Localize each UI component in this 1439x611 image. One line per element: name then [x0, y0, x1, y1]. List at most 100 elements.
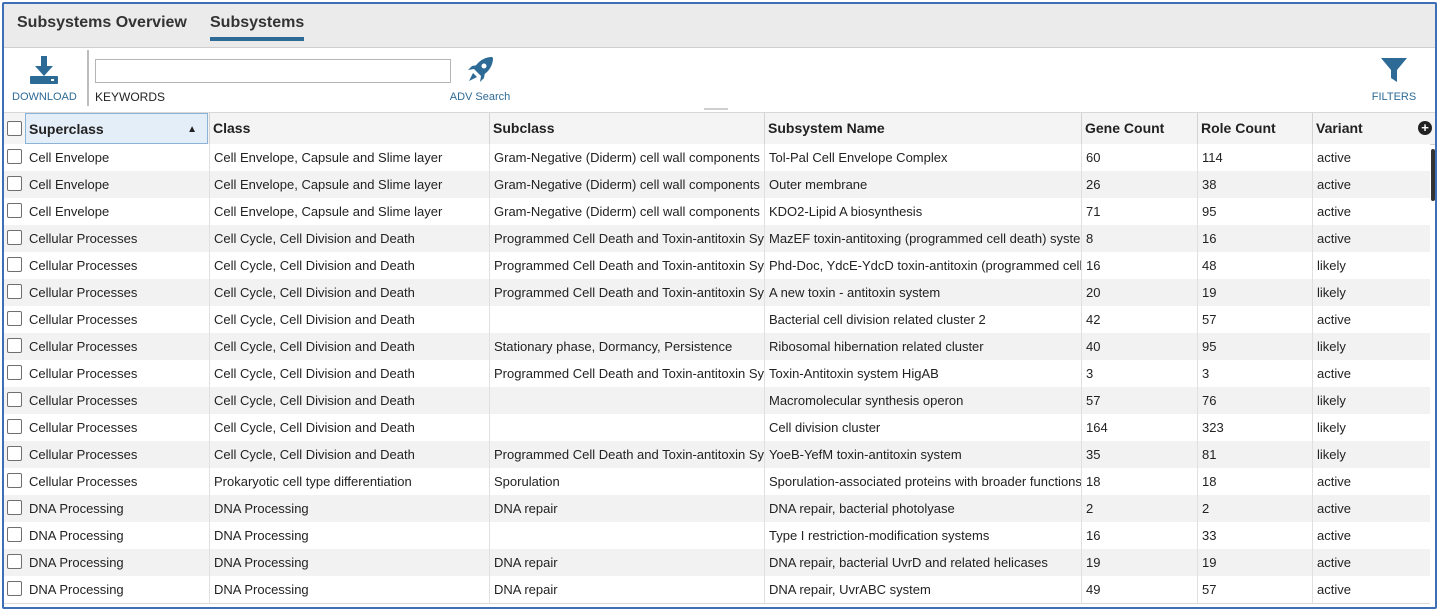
cell-superclass: Cellular Processes: [29, 258, 138, 273]
cell-superclass: Cell Envelope: [29, 150, 110, 165]
row-checkbox[interactable]: [7, 446, 22, 461]
table-row[interactable]: Cellular Processes Cell Cycle, Cell Divis…: [4, 414, 1430, 442]
cell-role-count: 38: [1197, 171, 1312, 198]
cell-gene-count: 40: [1081, 333, 1197, 360]
cell-gene-count: 18: [1081, 468, 1197, 495]
cell-superclass: Cellular Processes: [29, 420, 138, 435]
row-checkbox[interactable]: [7, 365, 22, 380]
adv-search-button[interactable]: ADV Search: [448, 54, 512, 103]
table-row[interactable]: DNA Processing DNA Processing Type I restr…: [4, 522, 1430, 550]
row-checkbox[interactable]: [7, 581, 22, 596]
table-row[interactable]: Cellular Processes Cell Cycle, Cell Divis…: [4, 306, 1430, 334]
column-header-class[interactable]: Class: [209, 113, 490, 144]
cell-role-count: 16: [1197, 225, 1312, 252]
cell-superclass: DNA Processing: [29, 501, 124, 516]
cell-subclass: Programmed Cell Death and Toxin-antitoxi…: [489, 225, 764, 252]
cell-class: DNA Processing: [209, 495, 489, 522]
keywords-label: KEYWORDS: [95, 90, 166, 104]
row-checkbox[interactable]: [7, 554, 22, 569]
table-row[interactable]: DNA Processing DNA Processing DNA repair DN…: [4, 549, 1430, 577]
cell-class: Cell Envelope, Capsule and Slime layer: [209, 198, 489, 225]
cell-subclass: DNA repair: [489, 495, 764, 522]
keywords-input[interactable]: [95, 59, 451, 83]
vertical-scrollbar[interactable]: [1431, 149, 1435, 201]
table-row[interactable]: Cell Envelope Cell Envelope, Capsule and …: [4, 198, 1430, 226]
table-row[interactable]: DNA Processing DNA Processing DNA repair DN…: [4, 576, 1430, 604]
tab-subsystems-overview[interactable]: Subsystems Overview: [17, 14, 187, 31]
cell-superclass: Cellular Processes: [29, 366, 138, 381]
cell-variant: active: [1312, 225, 1430, 252]
cell-subsystem-name: DNA repair, UvrABC system: [764, 576, 1081, 603]
cell-subsystem-name: Outer membrane: [764, 171, 1081, 198]
table-row[interactable]: Cell Envelope Cell Envelope, Capsule and …: [4, 144, 1430, 172]
cell-gene-count: 42: [1081, 306, 1197, 333]
cell-role-count: 19: [1197, 549, 1312, 576]
download-label: DOWNLOAD: [12, 91, 77, 103]
cell-variant: active: [1312, 549, 1430, 576]
cell-subclass: [489, 387, 764, 414]
table-row[interactable]: Cellular Processes Prokaryotic cell type …: [4, 468, 1430, 496]
tab-subsystems[interactable]: Subsystems: [210, 14, 305, 41]
add-column-icon[interactable]: +: [1418, 121, 1432, 135]
table-row[interactable]: Cellular Processes Cell Cycle, Cell Divis…: [4, 225, 1430, 253]
cell-role-count: 18: [1197, 468, 1312, 495]
cell-class: Cell Envelope, Capsule and Slime layer: [209, 144, 489, 171]
cell-subclass: Programmed Cell Death and Toxin-antitoxi…: [489, 252, 764, 279]
table-row[interactable]: Cellular Processes Cell Cycle, Cell Divis…: [4, 441, 1430, 469]
column-header-subsystem-name[interactable]: Subsystem Name: [764, 113, 1082, 144]
row-checkbox[interactable]: [7, 284, 22, 299]
column-header-subclass[interactable]: Subclass: [489, 113, 765, 144]
cell-superclass: DNA Processing: [29, 555, 124, 570]
row-checkbox[interactable]: [7, 500, 22, 515]
row-checkbox[interactable]: [7, 203, 22, 218]
row-checkbox[interactable]: [7, 392, 22, 407]
filters-label: FILTERS: [1371, 91, 1417, 103]
column-header-variant[interactable]: Variant: [1312, 113, 1420, 144]
cell-subsystem-name: KDO2-Lipid A biosynthesis: [764, 198, 1081, 225]
download-button[interactable]: DOWNLOAD: [12, 54, 77, 103]
row-checkbox[interactable]: [7, 527, 22, 542]
table-row[interactable]: Cellular Processes Cell Cycle, Cell Divis…: [4, 360, 1430, 388]
row-checkbox[interactable]: [7, 149, 22, 164]
cell-class: Cell Cycle, Cell Division and Death: [209, 225, 489, 252]
cell-role-count: 76: [1197, 387, 1312, 414]
cell-gene-count: 2: [1081, 495, 1197, 522]
cell-variant: likely: [1312, 279, 1430, 306]
row-checkbox[interactable]: [7, 257, 22, 272]
row-checkbox[interactable]: [7, 473, 22, 488]
table-row[interactable]: Cellular Processes Cell Cycle, Cell Divis…: [4, 279, 1430, 307]
cell-subsystem-name: Tol-Pal Cell Envelope Complex: [764, 144, 1081, 171]
download-icon: [30, 56, 58, 84]
column-header-gene-count[interactable]: Gene Count: [1081, 113, 1198, 144]
filters-button[interactable]: FILTERS: [1367, 54, 1421, 103]
cell-variant: active: [1312, 468, 1430, 495]
cell-class: Cell Cycle, Cell Division and Death: [209, 360, 489, 387]
cell-role-count: 57: [1197, 306, 1312, 333]
table-row[interactable]: Cellular Processes Cell Cycle, Cell Divis…: [4, 252, 1430, 280]
column-header-role-count[interactable]: Role Count: [1197, 113, 1313, 144]
column-header-superclass[interactable]: Superclass ▲: [25, 113, 208, 144]
toolbar-resize-grip[interactable]: [704, 108, 728, 110]
cell-superclass: Cellular Processes: [29, 285, 138, 300]
row-checkbox[interactable]: [7, 176, 22, 191]
cell-variant: likely: [1312, 252, 1430, 279]
cell-role-count: 2: [1197, 495, 1312, 522]
cell-subclass: Programmed Cell Death and Toxin-antitoxi…: [489, 441, 764, 468]
cell-gene-count: 49: [1081, 576, 1197, 603]
cell-class: DNA Processing: [209, 549, 489, 576]
table-header: Superclass ▲ Class Subclass Subsystem Na…: [4, 112, 1435, 145]
row-checkbox[interactable]: [7, 311, 22, 326]
row-checkbox[interactable]: [7, 338, 22, 353]
select-all-checkbox[interactable]: [7, 121, 22, 136]
cell-gene-count: 3: [1081, 360, 1197, 387]
cell-subclass: Sporulation: [489, 468, 764, 495]
table-row[interactable]: DNA Processing DNA Processing DNA repair DN…: [4, 495, 1430, 523]
table-row[interactable]: Cellular Processes Cell Cycle, Cell Divis…: [4, 387, 1430, 415]
row-checkbox[interactable]: [7, 230, 22, 245]
cell-class: Cell Cycle, Cell Division and Death: [209, 306, 489, 333]
table-row[interactable]: Cellular Processes Cell Cycle, Cell Divis…: [4, 333, 1430, 361]
table-row[interactable]: Cell Envelope Cell Envelope, Capsule and …: [4, 171, 1430, 199]
row-checkbox[interactable]: [7, 419, 22, 434]
cell-superclass: DNA Processing: [29, 582, 124, 597]
cell-variant: active: [1312, 495, 1430, 522]
